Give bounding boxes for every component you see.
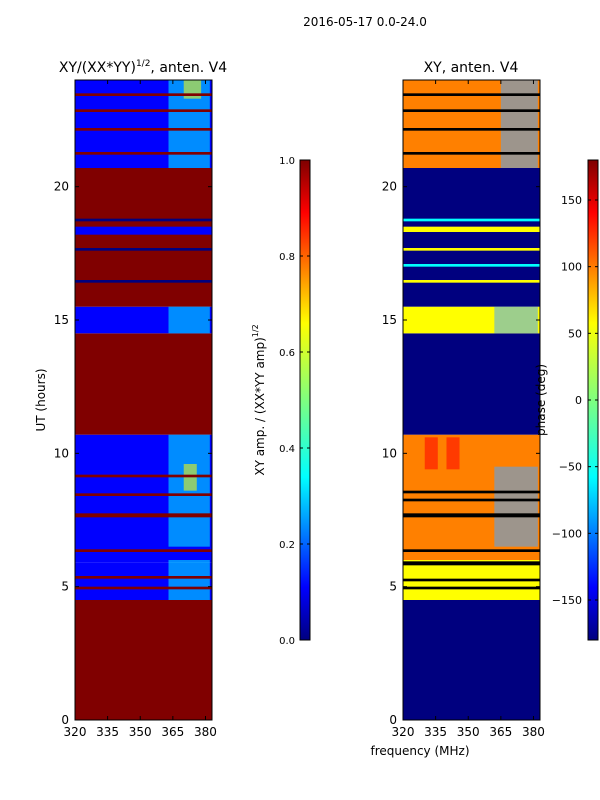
colorbar-tick-label: 0.2 bbox=[279, 540, 295, 551]
heatmap-stripe bbox=[403, 152, 540, 155]
phase-axes: 320 335 350 365 380 0 5 10 15 20 bbox=[382, 79, 545, 739]
colorbar-tick-label: 150 bbox=[561, 194, 582, 207]
y-tick-label: 10 bbox=[382, 446, 397, 460]
figure-xlabel: frequency (MHz) bbox=[370, 744, 469, 758]
x-tick-label: 380 bbox=[522, 725, 545, 739]
colorbar-tick-label: 0 bbox=[575, 394, 582, 407]
phase-heatmap bbox=[403, 80, 540, 720]
heatmap-stripe bbox=[403, 248, 540, 251]
amplitude-colorbar-gradient bbox=[299, 159, 311, 641]
y-tick-label: 5 bbox=[61, 580, 69, 594]
heatmap-stripe bbox=[75, 109, 212, 112]
heatmap-stripe bbox=[75, 226, 212, 235]
heatmap-stripe bbox=[75, 128, 212, 131]
x-tick-label: 365 bbox=[489, 725, 512, 739]
heatmap-band bbox=[403, 333, 540, 435]
y-tick-label: 5 bbox=[389, 580, 397, 594]
x-tick-label: 365 bbox=[161, 725, 184, 739]
colorbar-tick-label: 100 bbox=[561, 261, 582, 274]
amplitude-colorbar-label: XY amp. / (XX*YY amp)1/2 bbox=[251, 324, 267, 475]
amplitude-panel-title: XY/(XX*YY)1/2, anten. V4 bbox=[59, 59, 227, 76]
heatmap-stripe bbox=[75, 586, 212, 590]
heatmap-stripe bbox=[75, 152, 212, 155]
x-tick-label: 335 bbox=[96, 725, 119, 739]
heatmap-stripe bbox=[403, 109, 540, 112]
x-tick-label: 380 bbox=[194, 725, 217, 739]
heatmap-band bbox=[403, 168, 540, 307]
heatmap-band bbox=[75, 168, 212, 307]
amplitude-ylabel: UT (hours) bbox=[34, 368, 48, 431]
colorbar-tick-label: −100 bbox=[552, 527, 582, 540]
plot-frame bbox=[402, 79, 541, 721]
heatmap-stripe bbox=[75, 513, 212, 518]
heatmap-stripe bbox=[403, 586, 540, 590]
colorbar-tick-label: 0.8 bbox=[279, 252, 295, 263]
figure-suptitle: 2016-05-17 0.0-24.0 bbox=[303, 15, 427, 29]
heatmap-stripe bbox=[403, 93, 540, 96]
heatmap-stripe bbox=[403, 498, 540, 502]
heatmap-stripe bbox=[75, 474, 212, 478]
x-tick-label: 320 bbox=[64, 725, 87, 739]
heatmap-band bbox=[75, 333, 212, 435]
y-tick-label: 10 bbox=[54, 446, 69, 460]
colorbar-tick-label: 0.0 bbox=[279, 636, 295, 647]
heatmap-band bbox=[75, 600, 212, 720]
heatmap-stripe bbox=[403, 549, 540, 552]
heatmap-stripe bbox=[403, 280, 540, 283]
colorbar-tick-label: −150 bbox=[552, 594, 582, 607]
phase-colorbar: phase (deg) −150 −100 −50 0 50 100 150 bbox=[534, 159, 599, 641]
y-tick-label: 15 bbox=[54, 313, 69, 327]
heatmap-stripe bbox=[403, 490, 540, 494]
phase-panel: XY, anten. V4 320 335 350 365 380 0 5 10 15 20 bbox=[382, 60, 545, 739]
y-tick-label: 0 bbox=[389, 713, 397, 727]
colorbar-tick-label: −50 bbox=[559, 461, 582, 474]
heatmap-stripe bbox=[75, 93, 212, 96]
heatmap-stripe bbox=[403, 264, 540, 267]
y-tick-label: 15 bbox=[382, 313, 397, 327]
amplitude-heatmap bbox=[75, 80, 212, 720]
heatmap-stripe bbox=[403, 128, 540, 131]
heatmap-stripe bbox=[75, 218, 212, 222]
heatmap-stripe bbox=[75, 493, 212, 496]
phase-colorbar-ticks: −150 −100 −50 0 50 100 150 bbox=[552, 194, 598, 607]
heatmap-stripe bbox=[403, 226, 540, 232]
y-tick-label: 20 bbox=[382, 180, 397, 194]
amplitude-panel: XY/(XX*YY)1/2, anten. V4 320 335 350 365 380… bbox=[34, 59, 227, 739]
heatmap-hotspot bbox=[424, 437, 438, 470]
y-tick-label: 0 bbox=[61, 713, 69, 727]
x-tick-label: 335 bbox=[424, 725, 447, 739]
heatmap-stripe bbox=[75, 576, 212, 579]
heatmap-stripe bbox=[403, 218, 540, 222]
amplitude-colorbar-ticks: 0.0 0.2 0.4 0.6 0.8 1.0 bbox=[279, 156, 310, 647]
heatmap-stripe bbox=[403, 578, 540, 582]
heatmap-stripe bbox=[75, 549, 212, 552]
colorbar-tick-label: 1.0 bbox=[279, 156, 295, 167]
phase-panel-title: XY, anten. V4 bbox=[424, 60, 519, 76]
heatmap-hotspot bbox=[168, 560, 210, 600]
heatmap-stripe bbox=[75, 280, 212, 283]
heatmap-hotspot bbox=[446, 437, 460, 470]
heatmap-hotspot bbox=[168, 306, 210, 334]
plot-frame bbox=[74, 79, 213, 721]
heatmap-stripe bbox=[403, 561, 540, 566]
heatmap-stripe bbox=[75, 248, 212, 251]
heatmap-band bbox=[403, 600, 540, 720]
x-tick-label: 350 bbox=[129, 725, 152, 739]
colorbar-tick-label: 0.6 bbox=[279, 348, 295, 359]
heatmap-hotspot bbox=[494, 466, 538, 547]
x-tick-label: 320 bbox=[392, 725, 415, 739]
phase-colorbar-label: phase (deg) bbox=[534, 364, 548, 436]
y-tick-label: 20 bbox=[54, 180, 69, 194]
heatmap-hotspot bbox=[494, 306, 538, 334]
x-tick-label: 350 bbox=[457, 725, 480, 739]
amplitude-colorbar: 0.0 0.2 0.4 0.6 0.8 1.0 XY amp. / (XX*YY amp)… bbox=[251, 156, 311, 647]
heatmap-hotspot bbox=[500, 80, 538, 168]
colorbar-tick-label: 50 bbox=[568, 327, 582, 340]
heatmap-stripe bbox=[403, 513, 540, 518]
amplitude-axes: 320 335 350 365 380 0 5 10 15 20 bbox=[54, 79, 217, 739]
colorbar-tick-label: 0.4 bbox=[279, 444, 295, 455]
